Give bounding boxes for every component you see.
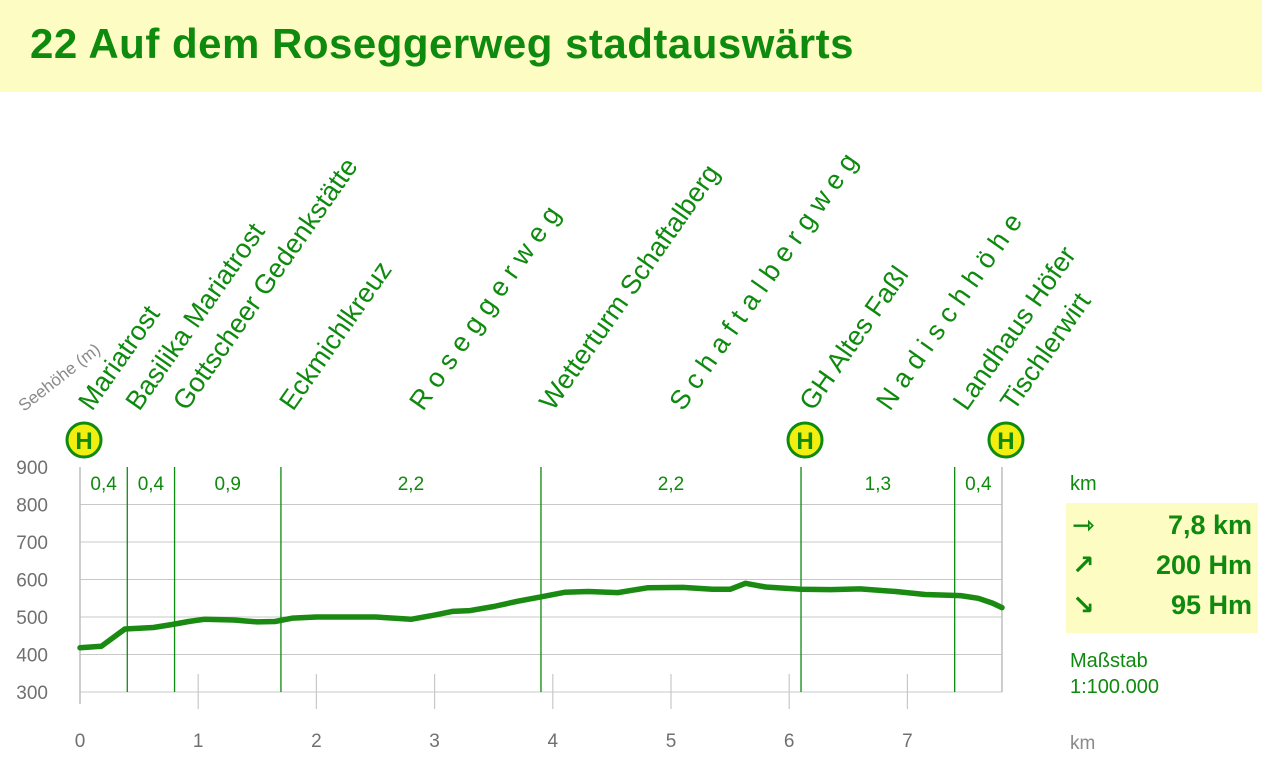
title-bar: 22 Auf dem Roseggerweg stadtauswärts	[0, 0, 1262, 92]
km-unit-label: km	[1070, 473, 1097, 495]
bus-stop-icon: H	[786, 421, 824, 459]
y-tick-label: 400	[16, 646, 48, 667]
bus-stop-letter: H	[997, 428, 1014, 455]
x-tick-label: 0	[75, 731, 86, 752]
scale-label: Maßstab	[1070, 650, 1148, 672]
bus-stop-circle	[786, 421, 824, 459]
distance-value: 7,8 km	[1167, 510, 1252, 540]
scale-value: 1:100.000	[1070, 676, 1159, 698]
x-tick-label: 7	[902, 731, 913, 752]
waypoint-label: Eckmichlkreuz	[273, 256, 397, 416]
segment-distance-label: 0,9	[215, 474, 241, 495]
bus-stop-circle	[65, 421, 103, 459]
page-title: 22 Auf dem Roseggerweg stadtauswärts	[30, 20, 854, 67]
bus-stop-letter: H	[75, 428, 92, 455]
segment-distance-label: 2,2	[398, 474, 424, 495]
segment-distance-label: 0,4	[90, 474, 117, 495]
segment-distance-label: 2,2	[658, 474, 684, 495]
bus-stop-circle	[987, 421, 1025, 459]
bus-stop-letter: H	[796, 428, 813, 455]
ascent-value: 200 Hm	[1155, 550, 1252, 580]
segment-distance-label: 0,4	[965, 474, 992, 495]
x-tick-label: 2	[311, 731, 322, 752]
summary-panel	[1066, 503, 1258, 633]
y-tick-label: 900	[16, 458, 48, 479]
arrow-right-icon: ⇾	[1072, 510, 1095, 540]
bus-stop-icon: H	[65, 421, 103, 459]
bus-stop-icon: H	[987, 421, 1025, 459]
x-tick-label: 4	[548, 731, 559, 752]
descent-value: 95 Hm	[1170, 590, 1252, 620]
waypoint-label: Gottscheer Gedenkstätte	[167, 152, 364, 415]
y-tick-label: 700	[16, 533, 48, 554]
elevation-profile-line	[77, 580, 1005, 651]
x-tick-label: 5	[666, 731, 677, 752]
arrow-up-right-icon: ↗	[1072, 550, 1095, 580]
x-tick-label: 3	[429, 731, 440, 752]
y-tick-label: 500	[16, 608, 48, 629]
y-tick-label: 800	[16, 496, 48, 517]
segment-distance-label: 1,3	[865, 474, 891, 495]
y-tick-label: 600	[16, 571, 48, 592]
y-tick-label: 300	[16, 683, 48, 704]
waypoint-label: R o s e g g e r w e g	[403, 200, 566, 415]
x-tick-label: 6	[784, 731, 795, 752]
x-axis-label: km	[1070, 733, 1096, 754]
segment-distance-label: 0,4	[138, 474, 165, 495]
x-tick-label: 1	[193, 731, 204, 752]
arrow-down-right-icon: ↘	[1072, 590, 1095, 620]
